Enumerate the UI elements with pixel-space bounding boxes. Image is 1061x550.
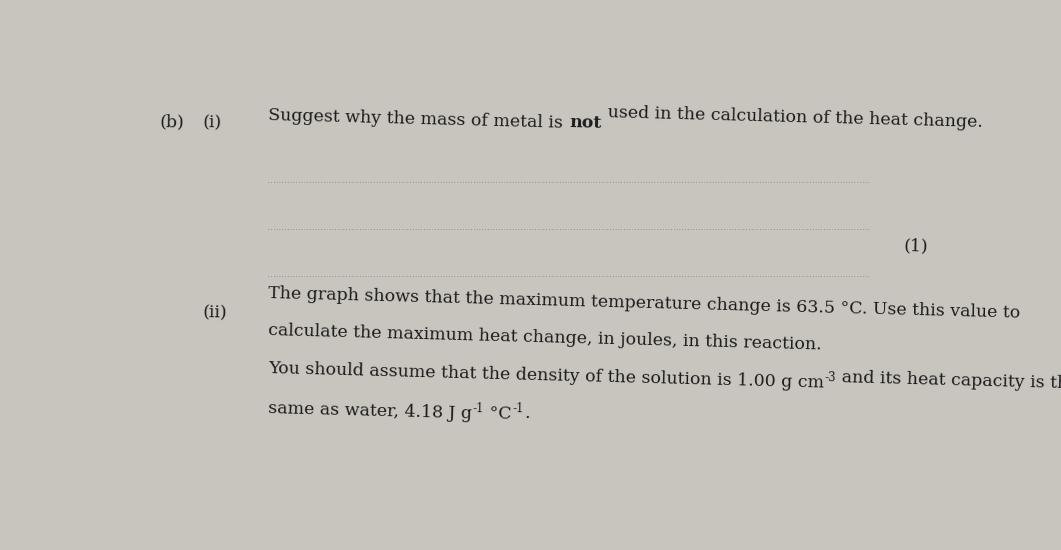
Text: You should assume that the density of the solution is 1.00 g cm: You should assume that the density of th… [268, 360, 824, 392]
Text: Suggest why the mass of metal is: Suggest why the mass of metal is [268, 107, 569, 131]
Text: °C: °C [484, 405, 512, 422]
Text: (1): (1) [904, 238, 928, 256]
Text: calculate the maximum heat change, in joules, in this reaction.: calculate the maximum heat change, in jo… [268, 322, 822, 354]
Text: same as water, 4.18 J g: same as water, 4.18 J g [268, 400, 472, 422]
Text: used in the calculation of the heat change.: used in the calculation of the heat chan… [602, 104, 982, 131]
Text: (i): (i) [203, 114, 222, 131]
Text: not: not [569, 113, 602, 131]
Text: .: . [524, 405, 529, 422]
Text: -1: -1 [472, 402, 484, 415]
Text: (ii): (ii) [203, 304, 227, 322]
Text: -3: -3 [824, 371, 836, 384]
Text: and its heat capacity is the: and its heat capacity is the [836, 368, 1061, 392]
Text: The graph shows that the maximum temperature change is 63.5 °C. Use this value t: The graph shows that the maximum tempera… [268, 285, 1021, 322]
Text: -1: -1 [512, 402, 524, 415]
Text: (b): (b) [160, 114, 185, 131]
